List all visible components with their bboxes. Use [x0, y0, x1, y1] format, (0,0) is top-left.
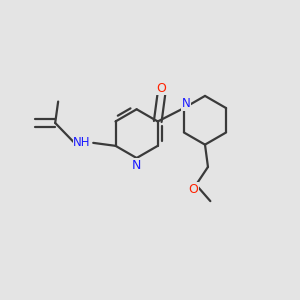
Text: N: N [132, 159, 141, 172]
Text: N: N [182, 97, 190, 110]
Text: O: O [188, 183, 198, 196]
Text: NH: NH [73, 136, 91, 149]
Text: O: O [156, 82, 166, 95]
